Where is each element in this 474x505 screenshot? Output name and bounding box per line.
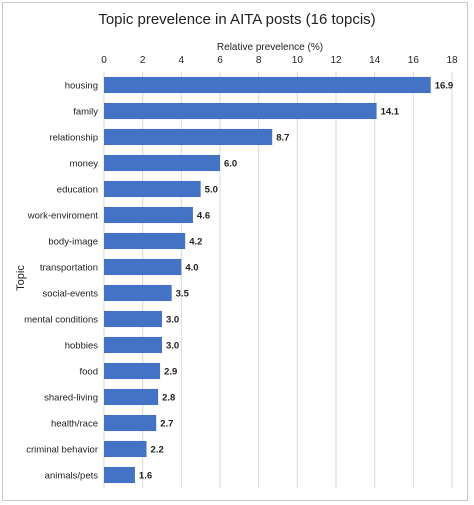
x-tick-label: 2	[140, 55, 146, 66]
category-label: body-image	[48, 237, 98, 248]
x-tick-label: 12	[330, 55, 342, 66]
data-label: 3.0	[166, 315, 179, 326]
data-label: 2.2	[151, 445, 164, 456]
x-tick-label: 0	[101, 55, 107, 66]
data-label: 3.0	[166, 341, 179, 352]
bar	[104, 310, 162, 328]
data-label: 2.9	[164, 367, 177, 378]
bar	[104, 128, 273, 146]
bar	[104, 414, 157, 432]
x-tick-label: 6	[217, 55, 223, 66]
x-axis-label: Relative prevelence (%)	[217, 42, 323, 53]
data-label: 1.6	[139, 471, 152, 482]
category-label: food	[80, 367, 99, 378]
category-label: work-enviroment	[27, 211, 99, 222]
data-label: 2.8	[162, 393, 175, 404]
category-label: housing	[65, 81, 98, 92]
bar	[104, 154, 220, 172]
x-tick-labels: 0 2 4 6 8 10 12 14 16 18	[101, 55, 458, 66]
x-tick-label: 16	[408, 55, 420, 66]
bar	[104, 466, 135, 484]
category-label: money	[69, 159, 98, 170]
x-tick-label: 4	[179, 55, 185, 66]
bar	[104, 362, 161, 380]
data-label: 5.0	[205, 185, 218, 196]
category-label: mental conditions	[24, 315, 98, 326]
data-label: 3.5	[176, 289, 190, 300]
data-label: 6.0	[224, 159, 237, 170]
bar	[104, 180, 201, 198]
category-label: transportation	[40, 263, 98, 274]
category-labels: housing family relationship money education w…	[24, 81, 98, 482]
category-label: hobbies	[65, 341, 99, 352]
category-label: shared-living	[44, 393, 98, 404]
data-label: 4.0	[185, 263, 198, 274]
bar	[104, 206, 193, 224]
category-label: criminal behavior	[26, 445, 98, 456]
chart-title: Topic prevelence in AITA posts (16 topci…	[98, 11, 375, 28]
category-label: relationship	[49, 133, 98, 144]
y-axis-label: Topic	[15, 265, 27, 291]
bar	[104, 258, 182, 276]
category-label: health/race	[51, 419, 98, 430]
bar	[104, 440, 147, 458]
data-labels: 16.9 14.1 8.7 6.0 5.0 4.6 4.2 4.0 3.5 3.0 3.0 2.9 2.…	[139, 81, 453, 482]
data-label: 16.9	[435, 81, 454, 92]
bar	[104, 336, 162, 354]
category-label: education	[57, 185, 98, 196]
data-label: 4.6	[197, 211, 210, 222]
bar	[104, 284, 172, 302]
category-label: family	[73, 107, 98, 118]
category-label: animals/pets	[45, 471, 99, 482]
data-label: 2.7	[160, 419, 173, 430]
category-label: social-events	[43, 289, 99, 300]
x-tick-label: 18	[446, 55, 458, 66]
x-tick-label: 8	[256, 55, 262, 66]
data-label: 14.1	[381, 107, 400, 118]
bar	[104, 232, 186, 250]
bar	[104, 102, 377, 120]
x-tick-label: 14	[369, 55, 381, 66]
bars	[104, 76, 431, 484]
data-label: 8.7	[276, 133, 289, 144]
bar	[104, 76, 431, 94]
data-label: 4.2	[189, 237, 202, 248]
x-tick-label: 10	[292, 55, 304, 66]
bar	[104, 388, 159, 406]
